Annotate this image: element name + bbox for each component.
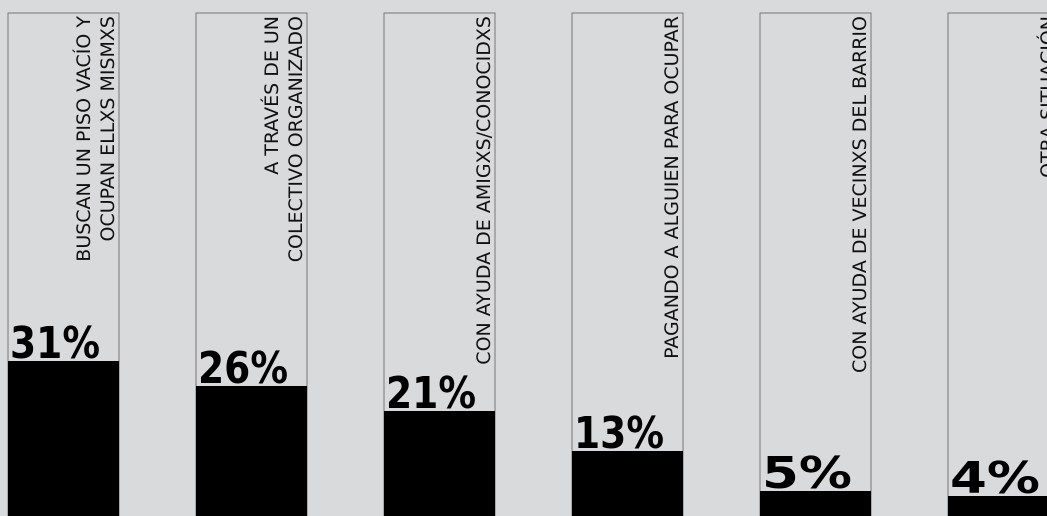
value-label: 5% <box>762 448 852 499</box>
category-label: A TRAVÉS DE UN <box>260 16 283 175</box>
bar <box>948 496 1047 516</box>
bar <box>572 451 683 516</box>
bar <box>196 386 307 516</box>
bar-column: 13% PAGANDO A ALGUIEN PARA OCUPAR <box>571 12 684 516</box>
bar-column: 31% BUSCAN UN PISO VACÍO Y OCUPAN ELLXS MI… <box>7 12 120 516</box>
bar-outline <box>383 12 496 516</box>
value-label: 13% <box>574 408 664 459</box>
bar-outline <box>759 12 872 516</box>
category-label: BUSCAN UN PISO VACÍO Y <box>72 16 95 262</box>
bar <box>760 491 871 516</box>
bar-outline <box>7 12 120 516</box>
category-label: COLECTIVO ORGANIZADO <box>285 16 307 262</box>
category-label: OCUPAN ELLXS MISMXS <box>97 16 119 241</box>
category-label: PAGANDO A ALGUIEN PARA OCUPAR <box>661 16 683 359</box>
value-label: 21% <box>386 368 476 419</box>
value-label: 31% <box>10 318 100 369</box>
bar-outline <box>571 12 684 516</box>
bar-outline <box>947 12 1047 516</box>
value-label: 26% <box>198 343 288 394</box>
bar-column: 21% CON AYUDA DE AMIGXS/CONOCIDXS <box>383 12 496 516</box>
bar <box>8 361 119 516</box>
bar-column: 4% OTRA SITUACIÓN <box>947 12 1047 516</box>
bar <box>384 411 495 516</box>
category-label: CON AYUDA DE AMIGXS/CONOCIDXS <box>473 16 495 365</box>
bar-outline <box>195 12 308 516</box>
category-label: CON AYUDA DE VECINXS DEL BARRIO <box>849 16 871 373</box>
bar-column: 5% CON AYUDA DE VECINXS DEL BARRIO <box>759 12 872 516</box>
bars-layer: 31% BUSCAN UN PISO VACÍO Y OCUPAN ELLXS MI… <box>7 12 1047 516</box>
value-label: 4% <box>950 453 1040 504</box>
category-label: OTRA SITUACIÓN <box>1035 16 1047 178</box>
bar-column: 26% A TRAVÉS DE UN COLECTIVO ORGANIZADO <box>195 12 308 516</box>
